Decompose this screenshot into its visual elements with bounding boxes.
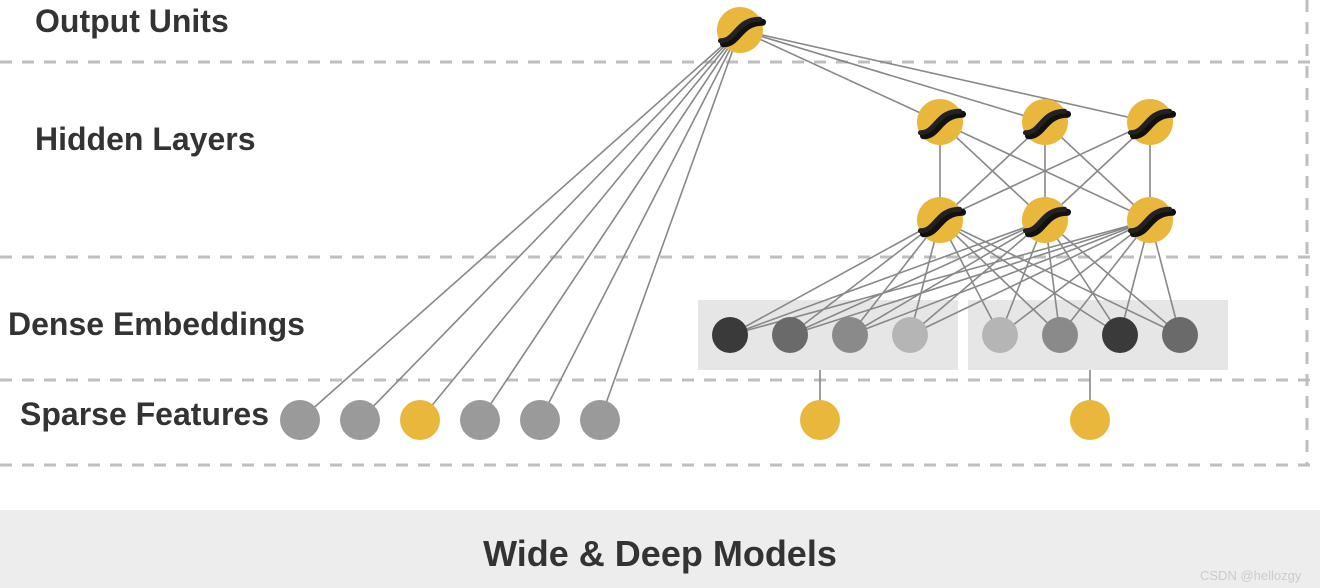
activation-node [917, 197, 963, 243]
node [800, 400, 840, 440]
watermark: CSDN @hellozgy [1200, 568, 1302, 583]
activation-node [1127, 99, 1173, 145]
node [580, 400, 620, 440]
edge [420, 30, 740, 420]
node [520, 400, 560, 440]
node [772, 317, 808, 353]
node [712, 317, 748, 353]
node [340, 400, 380, 440]
node [892, 317, 928, 353]
node [280, 400, 320, 440]
node [1070, 400, 1110, 440]
edge [300, 30, 740, 420]
activation-node [1127, 197, 1173, 243]
node [982, 317, 1018, 353]
node [1102, 317, 1138, 353]
node [1042, 317, 1078, 353]
label-dense: Dense Embeddings [8, 306, 305, 342]
activation-node [1022, 197, 1068, 243]
diagram-canvas: Output Units Hidden Layers Dense Embedding… [0, 0, 1320, 588]
edge [740, 30, 1045, 122]
diagram-title: Wide & Deep Models [483, 533, 837, 574]
label-hidden: Hidden Layers [35, 121, 256, 157]
activation-node [1022, 99, 1068, 145]
edge [740, 30, 940, 122]
label-output: Output Units [35, 3, 229, 39]
edge [360, 30, 740, 420]
activation-node [917, 99, 963, 145]
label-sparse: Sparse Features [20, 396, 269, 432]
node [1162, 317, 1198, 353]
node [832, 317, 868, 353]
node [400, 400, 440, 440]
activation-node [717, 7, 763, 53]
node [460, 400, 500, 440]
